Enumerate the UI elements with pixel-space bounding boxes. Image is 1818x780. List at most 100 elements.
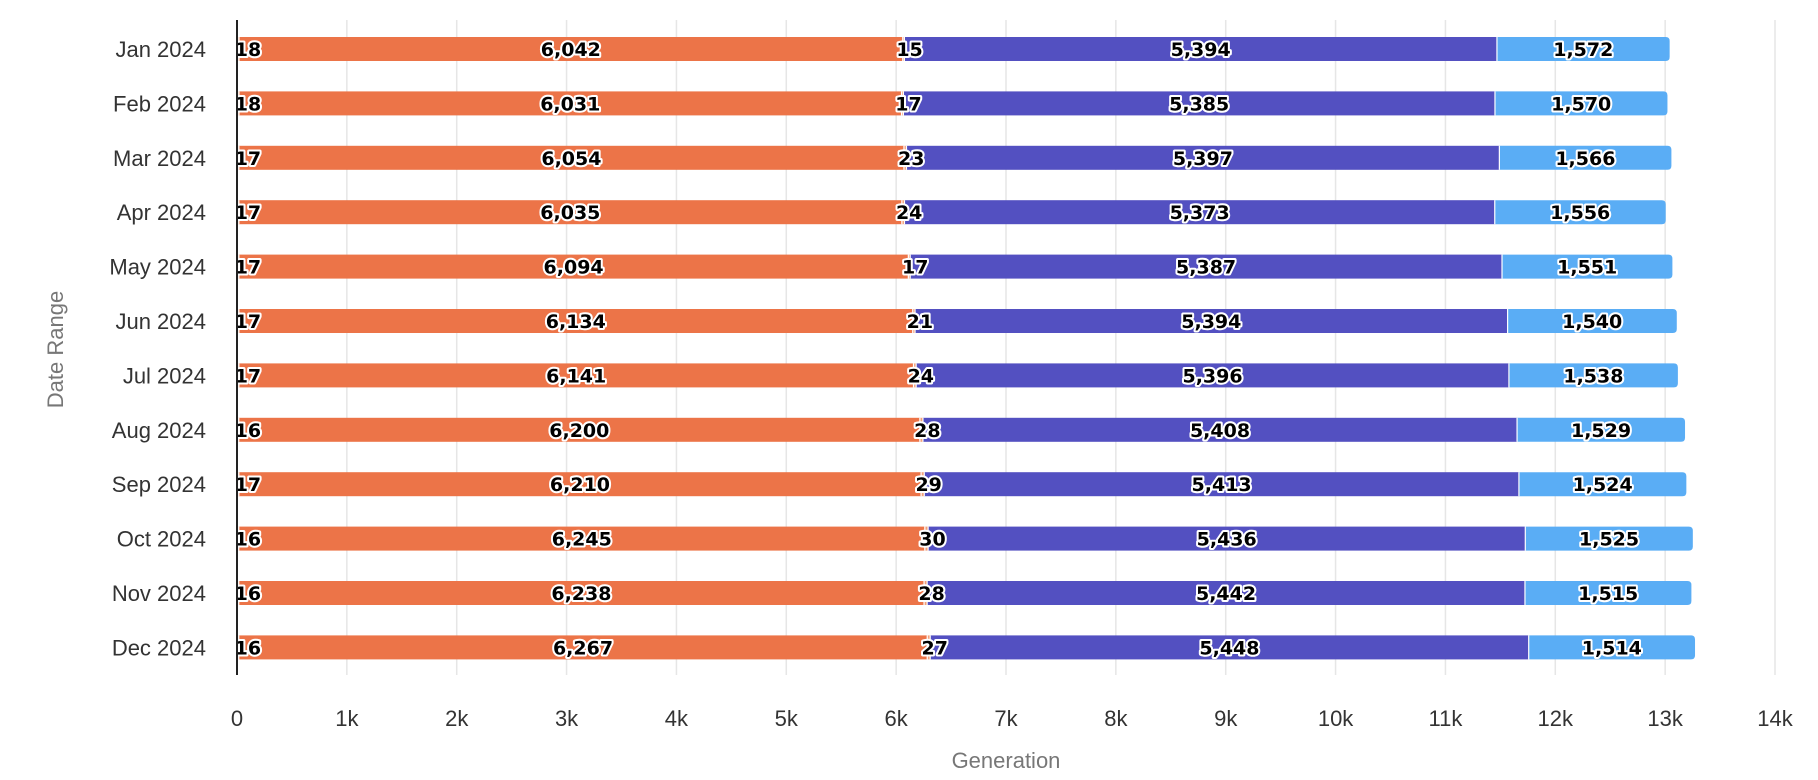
data-label: 1,538 <box>1563 365 1623 387</box>
data-label: 6,245 <box>552 529 612 551</box>
bar-segment <box>1508 363 1678 388</box>
data-label: 6,134 <box>546 311 606 333</box>
bar-segment <box>238 200 902 225</box>
bar-segment <box>924 581 928 605</box>
data-label: 5,373 <box>1170 202 1230 224</box>
x-tick-label: 10k <box>1318 706 1354 731</box>
data-label: 1,566 <box>1555 148 1615 170</box>
bar-segment <box>238 309 913 333</box>
bar-segment <box>924 472 1519 497</box>
data-label: 17 <box>235 202 261 224</box>
data-label: 16 <box>235 529 261 551</box>
bar-segment <box>927 635 931 660</box>
bar-segment <box>906 145 1500 170</box>
data-label: 28 <box>914 420 940 442</box>
data-label: 17 <box>235 311 261 333</box>
y-tick-label: Feb 2024 <box>113 91 206 116</box>
bar-segment <box>912 309 916 333</box>
bar-segment <box>903 145 907 170</box>
bar-segment <box>913 363 917 388</box>
bar-segment <box>1518 472 1687 497</box>
bar-segment <box>238 363 914 388</box>
bar-segment <box>927 581 1525 605</box>
y-tick-label: Jul 2024 <box>123 363 206 388</box>
data-label: 1,529 <box>1571 420 1631 442</box>
data-label: 1,524 <box>1573 474 1633 496</box>
data-label: 6,042 <box>541 39 601 61</box>
x-axis: 0 1k 2k 3k 4k 5k 6k 7k 8k 9k 10k 11k 12k 13k 14k <box>231 706 1794 731</box>
data-label: 5,396 <box>1182 365 1242 387</box>
data-label: 5,448 <box>1199 637 1259 659</box>
data-label: 6,238 <box>551 583 611 605</box>
y-tick-label: Oct 2024 <box>117 527 206 552</box>
data-label: 5,394 <box>1181 311 1241 333</box>
data-label: 6,141 <box>546 365 606 387</box>
y-tick-label: Mar 2024 <box>113 146 206 171</box>
bar-segment <box>904 200 1495 225</box>
y-tick-label: Aug 2024 <box>112 418 206 443</box>
bar-segment <box>238 254 909 279</box>
data-label: 5,436 <box>1197 529 1257 551</box>
data-label: 1,551 <box>1557 257 1617 279</box>
y-tick-label: Dec 2024 <box>112 635 206 660</box>
data-label: 15 <box>896 39 922 61</box>
data-label: 18 <box>235 39 261 61</box>
bar-segment <box>1507 309 1677 333</box>
bar-segment <box>238 526 925 551</box>
bar-segment <box>902 37 905 61</box>
bar-segment <box>916 363 1509 388</box>
y-tick-label: Jan 2024 <box>115 37 206 62</box>
data-label: 16 <box>235 420 261 442</box>
gridlines <box>346 20 1776 675</box>
x-tick-label: 14k <box>1757 706 1793 731</box>
bar-segment <box>238 635 928 660</box>
x-axis-title: Generation <box>952 748 1061 773</box>
bar-segment <box>238 417 920 442</box>
bars <box>237 37 1696 660</box>
data-label: 1,540 <box>1562 311 1622 333</box>
y-axis-title: Date Range <box>43 291 68 408</box>
bar-segment <box>919 417 923 442</box>
data-label: 28 <box>918 583 944 605</box>
x-tick-label: 1k <box>335 706 359 731</box>
data-label: 5,413 <box>1192 474 1252 496</box>
data-label: 6,267 <box>553 637 613 659</box>
x-tick-label: 0 <box>231 706 243 731</box>
x-tick-label: 2k <box>445 706 469 731</box>
bar-segment <box>1525 526 1693 551</box>
bar-segment <box>238 581 925 605</box>
bar-segment <box>1524 581 1692 605</box>
data-label: 23 <box>898 148 924 170</box>
data-label: 21 <box>907 311 933 333</box>
bar-segment <box>901 91 904 116</box>
data-label: 17 <box>895 93 921 115</box>
x-tick-label: 8k <box>1104 706 1128 731</box>
data-label: 5,385 <box>1169 93 1229 115</box>
data-label: 30 <box>919 529 945 551</box>
data-label: 17 <box>902 257 928 279</box>
x-tick-label: 11k <box>1429 706 1464 731</box>
y-tick-label: Jun 2024 <box>115 309 206 334</box>
x-tick-label: 13k <box>1647 706 1683 731</box>
x-tick-label: 3k <box>555 706 579 731</box>
data-label: 5,387 <box>1176 257 1236 279</box>
y-tick-label: Apr 2024 <box>117 200 206 225</box>
data-label: 6,054 <box>541 148 601 170</box>
y-tick-label: May 2024 <box>109 255 206 280</box>
x-tick-label: 9k <box>1214 706 1238 731</box>
bar-segment <box>1517 417 1686 442</box>
data-label: 27 <box>921 637 947 659</box>
bar-segment <box>915 309 1508 333</box>
data-label: 6,094 <box>544 257 604 279</box>
data-label: 24 <box>908 365 934 387</box>
bar-segment <box>238 37 903 61</box>
bar-segment <box>238 91 902 116</box>
bar-segment <box>930 635 1529 660</box>
bar-segment <box>922 417 1518 442</box>
x-tick-label: 7k <box>994 706 1018 731</box>
data-label: 18 <box>235 93 261 115</box>
bar-segment <box>1494 91 1668 116</box>
bar-segment <box>924 526 929 551</box>
data-label: 6,035 <box>540 202 600 224</box>
